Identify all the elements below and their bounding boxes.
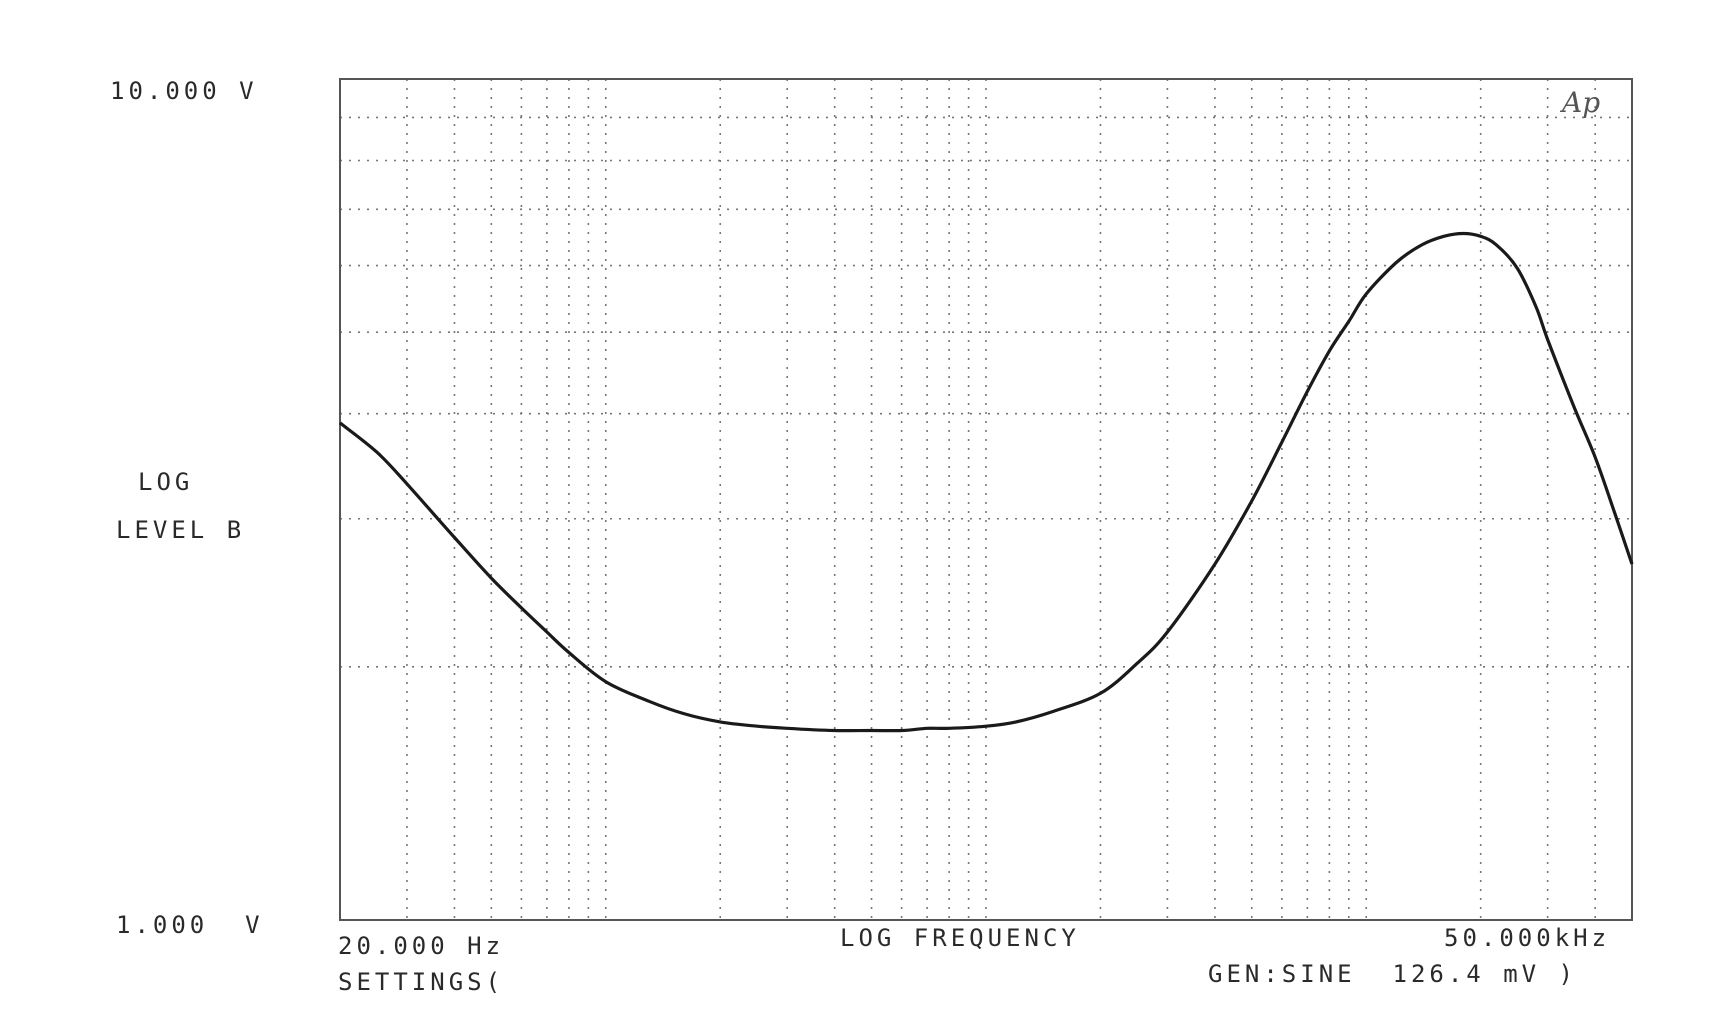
ap-logo: Ap: [1559, 86, 1600, 119]
plot-frame: [339, 78, 1633, 921]
y-min-label: 1.000 V: [116, 911, 264, 939]
y-axis-label-line1: LOG: [138, 468, 194, 496]
x-max-label: 50.000kHz: [1444, 924, 1611, 952]
x-min-label: 20.000 Hz: [338, 932, 505, 960]
series-line: [338, 231, 1634, 733]
y-axis-label-line2: LEVEL B: [116, 516, 246, 544]
x-axis-label: LOG FREQUENCY: [840, 924, 1080, 952]
footer-left: SETTINGS(: [338, 968, 505, 996]
grid: [340, 79, 1632, 920]
y-max-label: 10.000 V: [110, 77, 258, 105]
footer-right: GEN:SINE 126.4 mV ): [1208, 960, 1577, 988]
